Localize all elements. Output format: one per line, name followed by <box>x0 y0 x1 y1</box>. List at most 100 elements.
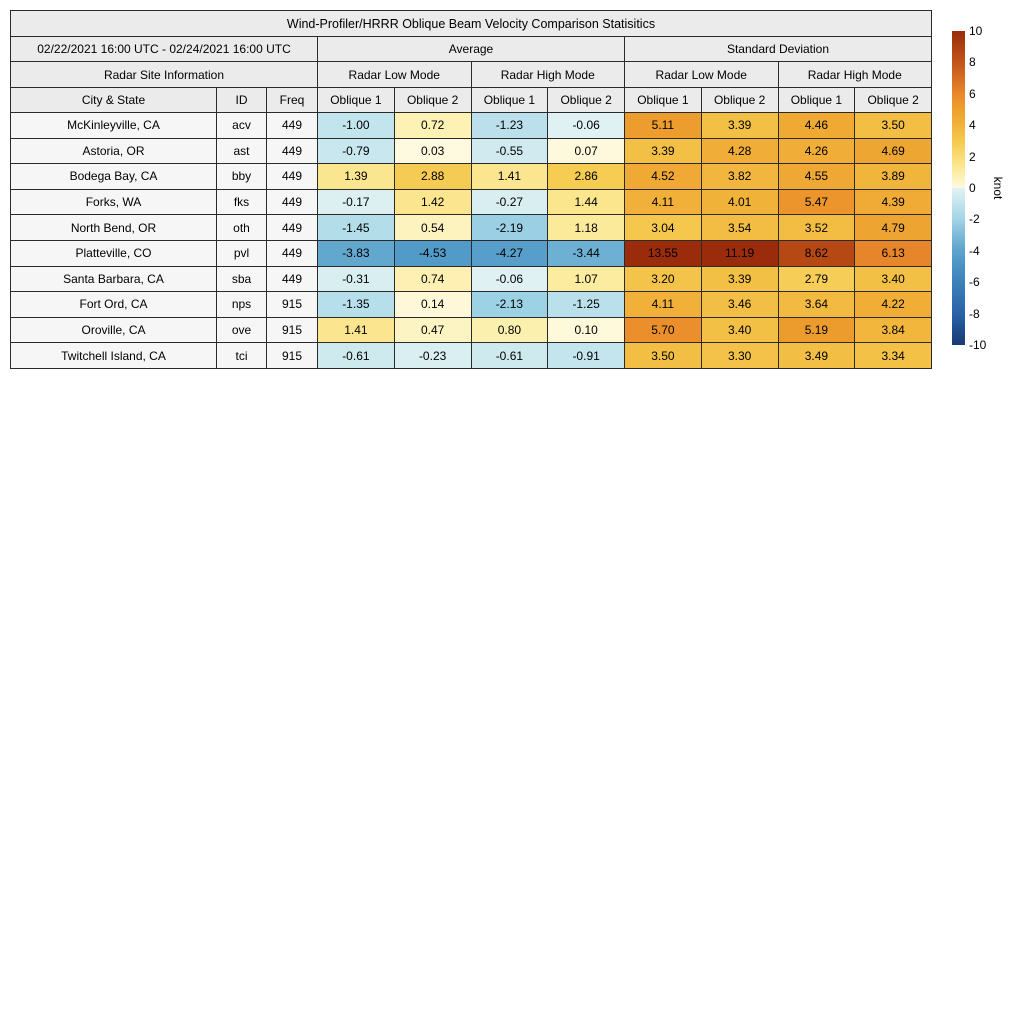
station-id-cell: fks <box>216 188 267 216</box>
date-range: 02/22/2021 16:00 UTC - 02/24/2021 16:00 … <box>10 36 318 62</box>
value-cell: 1.18 <box>547 214 625 241</box>
value-cell: -0.23 <box>393 342 472 369</box>
value-cell: -0.79 <box>317 137 395 165</box>
std-high-mode-header: Radar High Mode <box>777 61 932 88</box>
std-low-mode-header: Radar Low Mode <box>624 61 779 88</box>
value-cell: 3.39 <box>624 137 702 165</box>
value-cell: 4.39 <box>854 188 932 216</box>
value-cell: 1.07 <box>547 265 625 293</box>
frequency-cell: 449 <box>266 239 318 267</box>
value-cell: 1.44 <box>547 188 625 216</box>
col-header-oblique2: Oblique 2 <box>547 87 625 113</box>
station-id-cell: oth <box>216 214 267 241</box>
group-header-average: Average <box>317 36 625 62</box>
frequency-cell: 449 <box>266 137 318 165</box>
table-title: Wind-Profiler/HRRR Oblique Beam Velocity… <box>10 10 932 37</box>
station-id-cell: bby <box>216 163 267 190</box>
value-cell: 0.14 <box>393 291 472 318</box>
value-cell: 4.11 <box>624 188 702 216</box>
value-cell: 3.04 <box>624 214 702 241</box>
table-row: Fort Ord, CA nps 915 -1.35 0.14 -2.13 -1.25 4.1… <box>10 291 932 318</box>
value-cell: 3.50 <box>854 112 932 139</box>
value-cell: 3.82 <box>700 163 779 190</box>
value-cell: 0.07 <box>547 137 625 165</box>
value-cell: 8.62 <box>777 239 856 267</box>
value-cell: 2.86 <box>547 163 625 190</box>
value-cell: -0.61 <box>317 342 395 369</box>
value-cell: 4.52 <box>624 163 702 190</box>
value-cell: -0.31 <box>317 265 395 293</box>
value-cell: 1.41 <box>317 316 395 344</box>
colorbar-unit-label: knot <box>991 176 1005 200</box>
frequency-cell: 449 <box>266 163 318 190</box>
value-cell: 4.22 <box>854 291 932 318</box>
city-cell: Forks, WA <box>10 188 217 216</box>
city-cell: Santa Barbara, CA <box>10 265 217 293</box>
col-header-oblique1: Oblique 1 <box>777 87 856 113</box>
value-cell: 13.55 <box>624 239 702 267</box>
value-cell: -0.61 <box>470 342 549 369</box>
col-header-oblique1: Oblique 1 <box>317 87 395 113</box>
table-row: Oroville, CA ove 915 1.41 0.47 0.80 0.10 5.70 3.… <box>10 316 932 344</box>
value-cell: -0.55 <box>470 137 549 165</box>
value-cell: 4.28 <box>700 137 779 165</box>
value-cell: -2.19 <box>470 214 549 241</box>
city-cell: Twitchell Island, CA <box>10 342 217 369</box>
colorbar-gradient <box>952 31 965 345</box>
value-cell: -0.17 <box>317 188 395 216</box>
value-cell: -3.44 <box>547 239 625 267</box>
city-cell: Astoria, OR <box>10 137 217 165</box>
radar-site-information-header: Radar Site Information <box>10 61 318 88</box>
col-header-oblique2: Oblique 2 <box>393 87 472 113</box>
colorbar-tick-label: -10 <box>969 338 987 352</box>
city-cell: Fort Ord, CA <box>10 291 217 318</box>
value-cell: 5.19 <box>777 316 856 344</box>
frequency-cell: 915 <box>266 342 318 369</box>
table-row: Bodega Bay, CA bby 449 1.39 2.88 1.41 2.86 4.52… <box>10 163 932 190</box>
value-cell: 4.26 <box>777 137 856 165</box>
value-cell: -4.27 <box>470 239 549 267</box>
frequency-cell: 915 <box>266 291 318 318</box>
value-cell: 0.72 <box>393 112 472 139</box>
value-cell: 2.79 <box>777 265 856 293</box>
value-cell: 3.30 <box>700 342 779 369</box>
value-cell: 3.40 <box>854 265 932 293</box>
station-id-cell: ove <box>216 316 267 344</box>
value-cell: 0.10 <box>547 316 625 344</box>
table-row: McKinleyville, CA acv 449 -1.00 0.72 -1.23 -0.… <box>10 112 932 139</box>
colorbar-tick-label: -6 <box>969 275 980 290</box>
table-row: Twitchell Island, CA tci 915 -0.61 -0.23 -0.6… <box>10 342 932 369</box>
frequency-cell: 449 <box>266 214 318 241</box>
value-cell: 3.40 <box>700 316 779 344</box>
value-cell: 1.39 <box>317 163 395 190</box>
value-cell: 3.50 <box>624 342 702 369</box>
col-header-city-state: City & State <box>10 87 217 113</box>
value-cell: -1.45 <box>317 214 395 241</box>
value-cell: 6.13 <box>854 239 932 267</box>
value-cell: 3.39 <box>700 112 779 139</box>
frequency-cell: 449 <box>266 188 318 216</box>
col-header-id: ID <box>216 87 267 113</box>
value-cell: 3.52 <box>777 214 856 241</box>
col-header-oblique2: Oblique 2 <box>700 87 779 113</box>
value-cell: 4.79 <box>854 214 932 241</box>
table-body: McKinleyville, CA acv 449 -1.00 0.72 -1.23 -0.… <box>10 112 932 369</box>
station-id-cell: ast <box>216 137 267 165</box>
col-header-freq: Freq <box>266 87 318 113</box>
station-id-cell: pvl <box>216 239 267 267</box>
value-cell: -1.25 <box>547 291 625 318</box>
value-cell: -0.91 <box>547 342 625 369</box>
station-id-cell: acv <box>216 112 267 139</box>
value-cell: 3.46 <box>700 291 779 318</box>
col-header-oblique2: Oblique 2 <box>854 87 932 113</box>
avg-low-mode-header: Radar Low Mode <box>317 61 472 88</box>
station-id-cell: nps <box>216 291 267 318</box>
colorbar-tick-label: -2 <box>969 212 980 227</box>
value-cell: -2.13 <box>470 291 549 318</box>
value-cell: -0.06 <box>470 265 549 293</box>
value-cell: 4.46 <box>777 112 856 139</box>
colorbar-tick-label: 0 <box>969 181 976 195</box>
value-cell: 0.80 <box>470 316 549 344</box>
velocity-comparison-table: Wind-Profiler/HRRR Oblique Beam Velocity… <box>10 10 932 369</box>
